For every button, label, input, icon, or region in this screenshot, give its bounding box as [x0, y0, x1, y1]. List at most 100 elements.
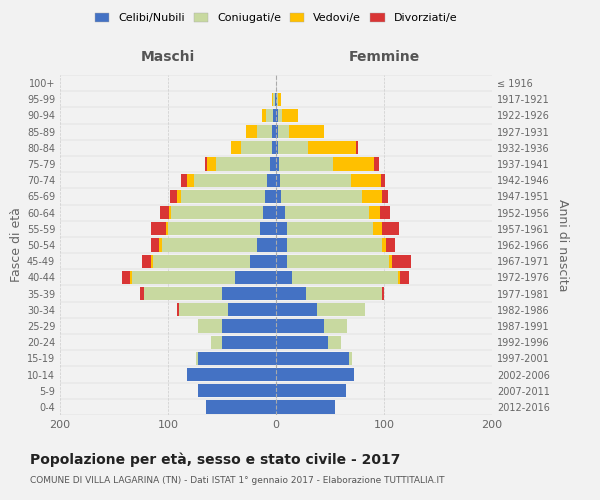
Bar [369, 206, 380, 220]
Bar [160, 206, 169, 220]
Bar [176, 303, 179, 316]
Bar [222, 320, 276, 332]
Bar [283, 109, 298, 122]
Bar [198, 384, 276, 398]
Bar [333, 158, 374, 170]
Bar [276, 400, 335, 413]
Bar [246, 125, 257, 138]
Bar [257, 125, 272, 138]
Bar [122, 270, 130, 284]
Bar [133, 270, 235, 284]
Bar [386, 238, 395, 252]
Bar [276, 174, 280, 187]
Bar [241, 141, 272, 154]
Bar [179, 303, 229, 316]
Bar [206, 400, 276, 413]
Bar [273, 109, 276, 122]
Bar [276, 384, 346, 398]
Bar [276, 303, 317, 316]
Bar [144, 287, 222, 300]
Text: Popolazione per età, sesso e stato civile - 2017: Popolazione per età, sesso e stato civil… [30, 452, 400, 467]
Bar [277, 92, 278, 106]
Bar [323, 320, 347, 332]
Bar [382, 222, 399, 235]
Bar [317, 303, 365, 316]
Bar [151, 254, 153, 268]
Bar [265, 190, 276, 203]
Text: COMUNE DI VILLA LAGARINA (TN) - Dati ISTAT 1° gennaio 2017 - Elaborazione TUTTIT: COMUNE DI VILLA LAGARINA (TN) - Dati IST… [30, 476, 445, 485]
Bar [276, 336, 328, 349]
Bar [380, 206, 391, 220]
Bar [222, 287, 276, 300]
Bar [230, 141, 241, 154]
Bar [198, 320, 222, 332]
Bar [306, 287, 382, 300]
Bar [170, 190, 176, 203]
Bar [205, 158, 207, 170]
Bar [276, 125, 278, 138]
Bar [194, 174, 268, 187]
Bar [398, 270, 400, 284]
Bar [276, 238, 287, 252]
Bar [389, 254, 392, 268]
Bar [222, 336, 276, 349]
Bar [187, 368, 276, 381]
Bar [142, 254, 151, 268]
Bar [362, 190, 382, 203]
Bar [281, 190, 362, 203]
Bar [276, 287, 306, 300]
Bar [276, 92, 277, 106]
Bar [275, 92, 276, 106]
Bar [292, 270, 398, 284]
Bar [381, 174, 385, 187]
Bar [276, 270, 292, 284]
Y-axis label: Anni di nascita: Anni di nascita [556, 198, 569, 291]
Bar [161, 238, 257, 252]
Bar [168, 222, 260, 235]
Bar [276, 109, 278, 122]
Bar [130, 270, 133, 284]
Bar [382, 190, 388, 203]
Bar [284, 206, 369, 220]
Bar [272, 92, 273, 106]
Bar [280, 174, 350, 187]
Bar [266, 109, 273, 122]
Bar [278, 109, 283, 122]
Bar [278, 92, 281, 106]
Bar [373, 222, 382, 235]
Bar [211, 336, 222, 349]
Bar [356, 141, 358, 154]
Bar [289, 125, 323, 138]
Bar [181, 190, 265, 203]
Bar [269, 158, 276, 170]
Bar [276, 206, 284, 220]
Bar [196, 352, 198, 365]
Bar [374, 158, 379, 170]
Bar [166, 222, 168, 235]
Bar [308, 141, 356, 154]
Bar [268, 174, 276, 187]
Text: Maschi: Maschi [141, 50, 195, 64]
Bar [151, 238, 160, 252]
Bar [287, 222, 373, 235]
Bar [229, 303, 276, 316]
Bar [287, 238, 382, 252]
Bar [287, 254, 389, 268]
Bar [400, 270, 409, 284]
Bar [171, 206, 263, 220]
Bar [276, 222, 287, 235]
Bar [392, 254, 411, 268]
Bar [328, 336, 341, 349]
Bar [272, 125, 276, 138]
Bar [153, 254, 250, 268]
Bar [215, 158, 269, 170]
Bar [151, 222, 166, 235]
Bar [169, 206, 171, 220]
Bar [260, 222, 276, 235]
Bar [279, 158, 333, 170]
Bar [187, 174, 194, 187]
Y-axis label: Fasce di età: Fasce di età [10, 208, 23, 282]
Bar [160, 238, 161, 252]
Bar [382, 238, 386, 252]
Bar [273, 92, 275, 106]
